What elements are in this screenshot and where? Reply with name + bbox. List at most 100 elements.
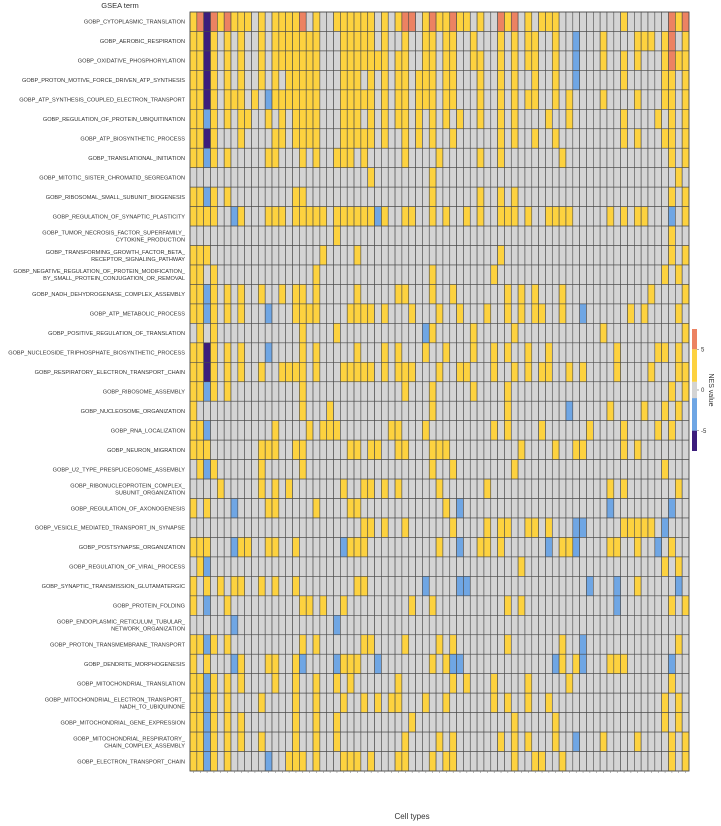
heatmap-cell (353, 167, 362, 188)
heatmap-cell (476, 245, 485, 266)
heatmap-cell (654, 381, 662, 402)
heatmap-cell (435, 673, 444, 694)
heatmap-cell (278, 478, 286, 499)
heatmap-cell (360, 303, 369, 324)
heatmap-cell (681, 31, 690, 52)
heatmap-cell (517, 537, 526, 558)
heatmap-cell (538, 323, 546, 344)
heatmap-cell (442, 167, 451, 188)
heatmap-cell (449, 167, 457, 188)
heatmap-cell (196, 731, 204, 752)
heatmap-cell (237, 576, 245, 597)
heatmap-cell (483, 381, 492, 402)
heatmap-cell (196, 109, 204, 130)
heatmap-cell (469, 595, 478, 616)
heatmap-cell (415, 11, 423, 32)
heatmap-cell (223, 11, 232, 32)
heatmap-cell (292, 517, 300, 538)
heatmap-cell (189, 323, 198, 344)
heatmap-cell (551, 400, 560, 421)
heatmap-cell (483, 225, 492, 246)
heatmap-cell (490, 634, 498, 655)
heatmap-cell (333, 634, 341, 655)
heatmap-cell (510, 381, 519, 402)
heatmap-cell (223, 537, 232, 558)
heatmap-cell (353, 420, 362, 441)
heatmap-cell (620, 692, 628, 713)
heatmap-cell (668, 245, 676, 266)
heatmap-cell (593, 459, 601, 480)
heatmap-cell (627, 128, 635, 149)
heatmap-cell (387, 31, 396, 52)
heatmap-cell (647, 225, 656, 246)
heatmap-cell (668, 284, 676, 305)
heatmap-cell (586, 634, 594, 655)
heatmap-cell (264, 731, 273, 752)
heatmap-cell (551, 478, 560, 499)
heatmap-cell (681, 478, 690, 499)
heatmap-cell (497, 498, 505, 519)
heatmap-cell (387, 323, 396, 344)
row-label: GOBP_RIBOSOMAL_SMALL_SUBUNIT_BIOGENESIS (46, 195, 186, 201)
heatmap-cell (572, 128, 580, 149)
heatmap-cell (456, 206, 464, 227)
heatmap-cell (374, 323, 382, 344)
heatmap-cell (654, 245, 662, 266)
heatmap-cell (312, 751, 321, 772)
heatmap-cell (203, 731, 211, 752)
heatmap-cell (545, 712, 553, 733)
heatmap-cell (490, 11, 498, 32)
heatmap-cell (634, 400, 642, 421)
heatmap-cell (305, 478, 314, 499)
heatmap-cell (524, 400, 533, 421)
heatmap-cell (593, 264, 601, 285)
heatmap-cell (394, 128, 403, 149)
heatmap-cell (264, 89, 273, 110)
heatmap-cell (572, 692, 580, 713)
heatmap-cell (599, 478, 608, 499)
heatmap-cell (593, 537, 601, 558)
heatmap-cell (654, 303, 662, 324)
heatmap-cell (346, 167, 355, 188)
heatmap-cell (483, 109, 492, 130)
heatmap-cell (456, 517, 464, 538)
heatmap-cell (381, 692, 389, 713)
heatmap-cell (469, 225, 478, 246)
heatmap-cell (374, 147, 382, 168)
heatmap-cell (415, 576, 423, 597)
heatmap-cell (661, 420, 669, 441)
heatmap-cell (538, 342, 546, 363)
heatmap-cell (312, 381, 321, 402)
heatmap-cell (244, 400, 252, 421)
heatmap-cell (264, 478, 273, 499)
heatmap-cell (668, 186, 676, 207)
heatmap-cell (661, 50, 669, 71)
heatmap-cell (237, 517, 245, 538)
heatmap-cell (223, 576, 232, 597)
heatmap-cell (599, 225, 608, 246)
heatmap-cell (401, 31, 410, 52)
heatmap-cell (524, 245, 533, 266)
heatmap-cell (223, 225, 232, 246)
heatmap-cell (483, 439, 492, 460)
heatmap-cell (217, 556, 225, 577)
heatmap-cell (627, 70, 635, 91)
heatmap-cell (463, 264, 471, 285)
heatmap-cell (634, 284, 642, 305)
heatmap-cell (360, 731, 369, 752)
heatmap-cell (340, 731, 348, 752)
heatmap-cell (469, 439, 478, 460)
heatmap-cell (572, 11, 580, 32)
heatmap-cell (476, 576, 485, 597)
heatmap-cell (483, 459, 492, 480)
heatmap-cell (586, 712, 594, 733)
heatmap-cell (579, 498, 587, 519)
heatmap-cell (271, 537, 280, 558)
heatmap-cell (469, 751, 478, 772)
heatmap-cell (545, 653, 553, 674)
heatmap-cell (319, 478, 328, 499)
heatmap-cell (661, 31, 669, 52)
heatmap-cell (387, 284, 396, 305)
heatmap-cell (668, 264, 676, 285)
heatmap-cell (319, 459, 328, 480)
